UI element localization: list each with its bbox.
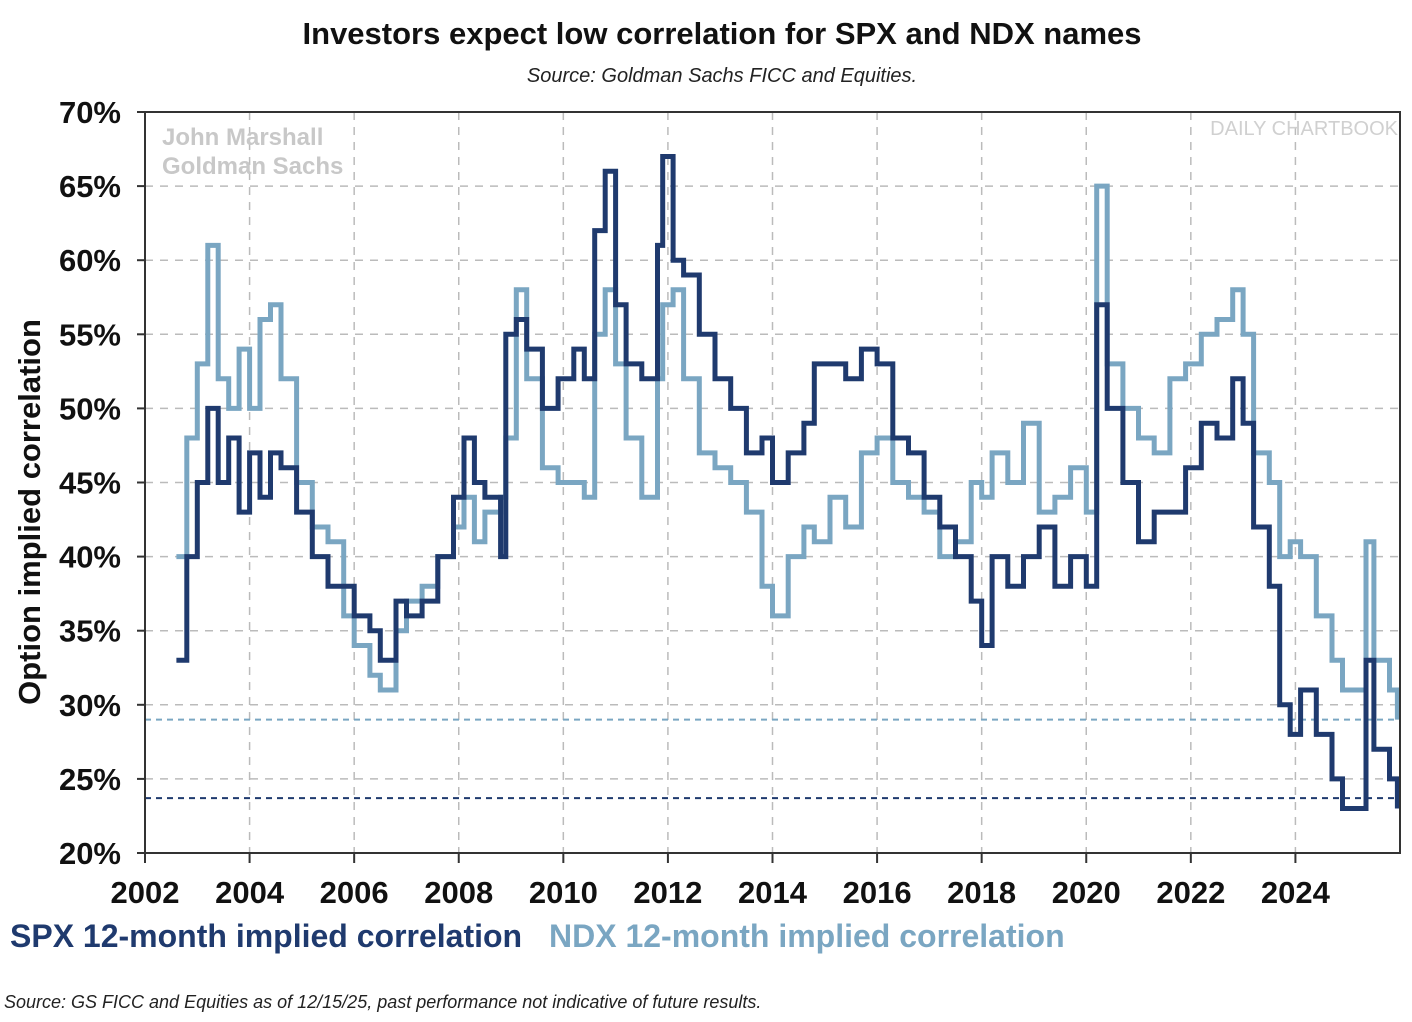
x-tick-label: 2010 [529,875,598,910]
x-tick-label: 2012 [633,875,702,910]
x-axis: 2002 2004 2006 2008 2010 2012 2014 2016 2018 2020… [111,853,1331,910]
reference-lines [145,718,1400,800]
y-tick-label: 50% [59,391,121,426]
y-tick-label: 60% [59,243,121,278]
x-tick-label: 2014 [738,875,808,910]
x-tick-label: 2008 [424,875,493,910]
y-tick-label: 70% [59,95,121,130]
y-tick-label: 25% [59,762,121,797]
y-tick-label: 45% [59,466,121,501]
y-tick-label: 65% [59,169,121,204]
y-axis-label: Option implied correlation [12,319,47,705]
legend-ndx: NDX 12-month implied correlation [549,918,1065,954]
watermark-line-2: Goldman Sachs [162,153,343,180]
y-tick-label: 35% [59,614,121,649]
x-tick-label: 2022 [1156,875,1225,910]
x-tick-label: 2016 [843,875,912,910]
y-tick-label: 40% [59,540,121,575]
series-lines [176,154,1400,811]
y-tick-label: 20% [59,836,121,871]
grid [145,112,1400,853]
watermark-line-1: John Marshall [162,124,323,151]
legend-spx: SPX 12-month implied correlation [10,918,522,954]
y-tick-label: 30% [59,688,121,723]
spx-series-line [176,154,1400,811]
x-tick-label: 2024 [1261,875,1331,910]
x-tick-label: 2004 [215,875,285,910]
chart-title: Investors expect low correlation for SPX… [303,16,1142,51]
y-axis: 20% 25% 30% 35% 40% 45% 50% 55% 60% 65% 70% [59,95,145,871]
x-tick-label: 2006 [320,875,389,910]
x-tick-label: 2002 [111,875,180,910]
chart-subtitle: Source: Goldman Sachs FICC and Equities. [527,65,917,87]
legend: SPX 12-month implied correlation NDX 12-… [10,918,1065,954]
x-tick-label: 2020 [1052,875,1121,910]
ndx-series-line [176,183,1400,720]
watermark-right: DAILY CHARTBOOK [1210,118,1398,140]
x-tick-label: 2018 [947,875,1016,910]
footer-source: Source: GS FICC and Equities as of 12/15… [4,992,761,1012]
y-tick-label: 55% [59,317,121,352]
